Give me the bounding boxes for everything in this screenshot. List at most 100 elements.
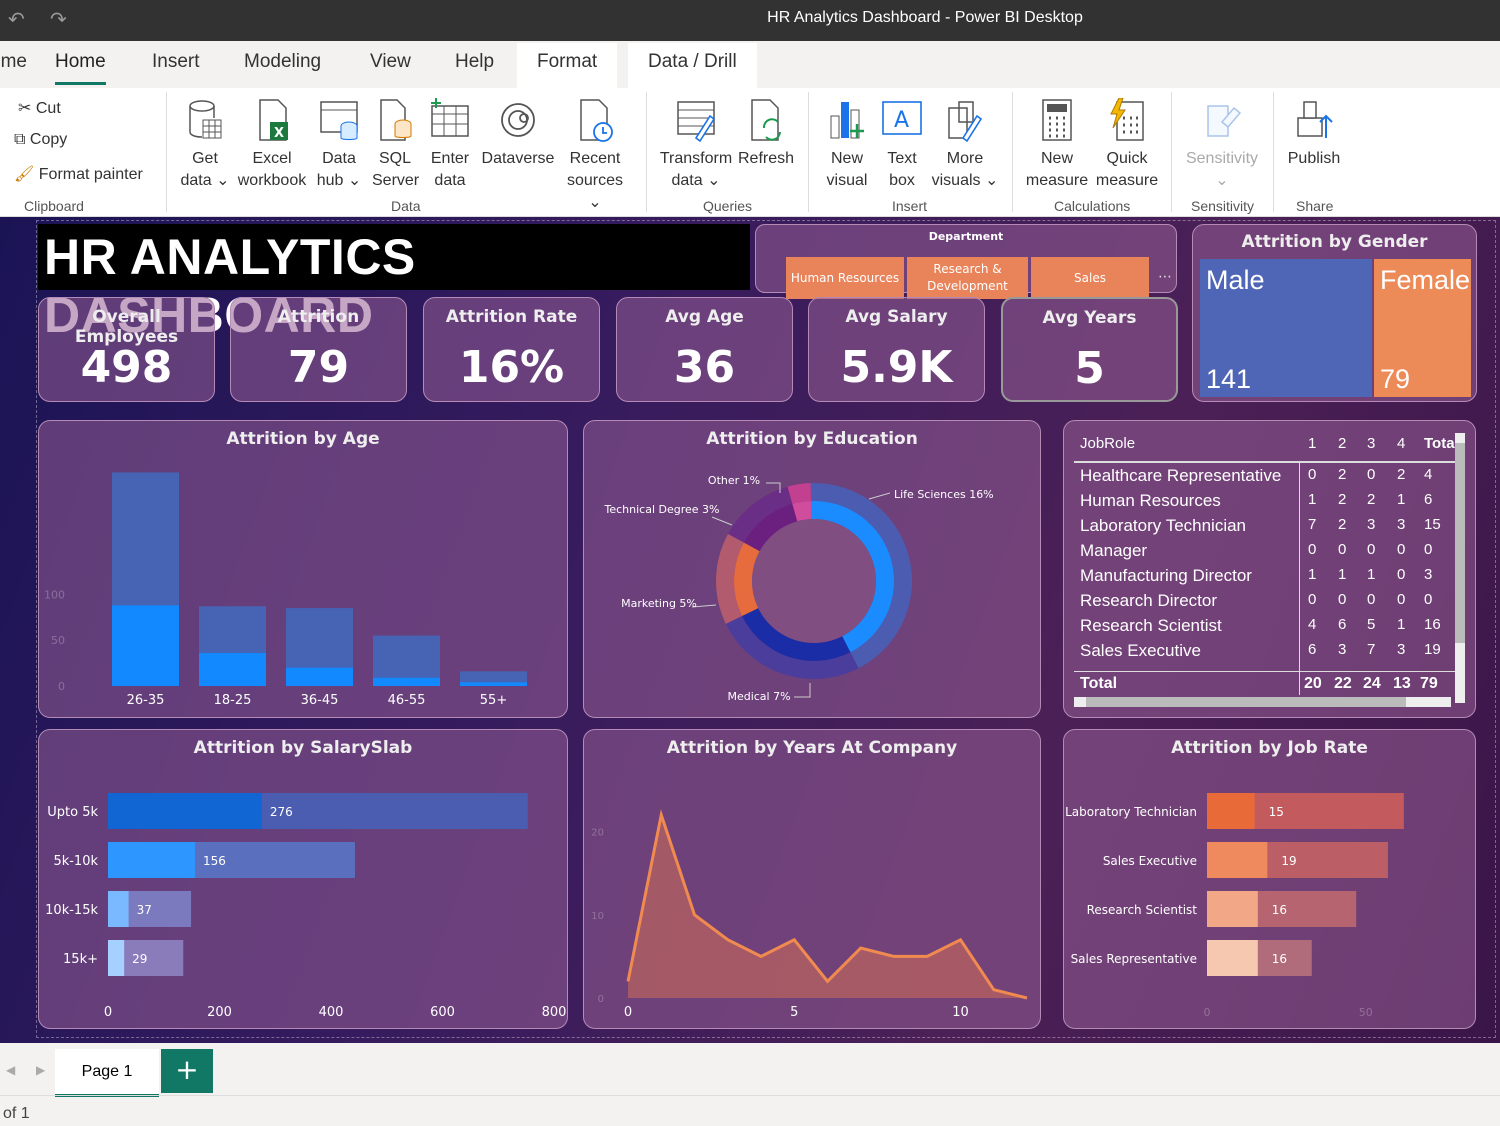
- table-cell: 0: [1308, 466, 1317, 483]
- excel-workbook-button[interactable]: X Excel workbook: [234, 98, 310, 192]
- refresh-button[interactable]: Refresh: [738, 98, 794, 170]
- sql-server-button[interactable]: SQL Server: [372, 98, 419, 192]
- attrition-by-age-chart[interactable]: Attrition by Age 0 50 100 26-35 18-25 36-45 46…: [38, 420, 568, 718]
- slice-label: Medical 7%: [727, 690, 790, 703]
- cut-button[interactable]: ✂ Cut: [18, 100, 61, 117]
- prev-page-icon[interactable]: ◀: [6, 1063, 16, 1077]
- kpi-overall-employees[interactable]: Overall Employees 498: [38, 297, 215, 402]
- format-painter-button[interactable]: 🖌 Format painter: [14, 166, 143, 183]
- data-hub-icon: [320, 101, 358, 140]
- sensitivity-button[interactable]: Sensitivity ⌄: [1180, 98, 1264, 192]
- attrition-by-years-chart[interactable]: Attrition by Years At Company 0 10 20 0 5 10: [583, 729, 1041, 1029]
- transform-data-button[interactable]: Transform data ⌄: [658, 98, 734, 192]
- x-tick-label: 600: [430, 1005, 455, 1020]
- x-tick-label: 18-25: [214, 693, 252, 708]
- table-header-cell: 4: [1397, 435, 1406, 452]
- table-cell: 4: [1424, 466, 1433, 483]
- bar-chart-icon: [830, 102, 864, 139]
- horizontal-scrollbar[interactable]: [1074, 697, 1451, 707]
- y-tick-label: 10: [591, 911, 604, 922]
- table-cell: 3: [1397, 641, 1406, 658]
- table-header-cell: 1: [1308, 435, 1317, 452]
- enter-data-button[interactable]: Enter data: [428, 98, 472, 192]
- recent-sources-button[interactable]: Recent sources ⌄: [560, 98, 630, 214]
- slicer-option-human-resources[interactable]: Human Resources: [786, 257, 904, 299]
- chevron-down-icon: ⌄: [707, 172, 721, 189]
- tab-help[interactable]: Help: [455, 51, 495, 72]
- bar-total: [460, 671, 527, 686]
- leader-line: [711, 516, 733, 526]
- text-box-button[interactable]: A Text box: [878, 98, 926, 192]
- new-measure-button[interactable]: New measure: [1024, 98, 1090, 192]
- kpi-avg-salary[interactable]: Avg Salary 5.9K: [808, 297, 985, 402]
- donut-slice: [787, 483, 812, 504]
- tab-insert[interactable]: Insert: [152, 51, 200, 72]
- chart-title: Attrition by Education: [706, 429, 918, 449]
- publish-button[interactable]: Publish: [1284, 98, 1344, 170]
- kpi-attrition[interactable]: Attrition 79: [230, 297, 407, 402]
- tab-file[interactable]: ome: [0, 51, 27, 72]
- table-row-label: Research Scientist: [1080, 616, 1222, 635]
- gender-female-tile[interactable]: Female 79: [1374, 259, 1471, 397]
- slicer-option-research-development[interactable]: Research & Development: [907, 257, 1028, 299]
- tab-format[interactable]: Format: [517, 43, 618, 88]
- quick-measure-button[interactable]: Quick measure: [1094, 98, 1160, 192]
- new-visual-button[interactable]: New visual: [822, 98, 872, 192]
- copy-button[interactable]: ⧉ Copy: [14, 131, 68, 148]
- tab-view[interactable]: View: [370, 51, 411, 72]
- dataverse-button[interactable]: Dataverse: [480, 98, 556, 170]
- gender-male-tile[interactable]: Male 141: [1200, 259, 1372, 397]
- kpi-attrition-rate[interactable]: Attrition Rate 16%: [423, 297, 600, 402]
- redo-icon[interactable]: ↷: [50, 7, 67, 31]
- tab-modeling[interactable]: Modeling: [244, 51, 322, 72]
- data-label: 16: [1272, 952, 1287, 966]
- add-page-button[interactable]: +: [161, 1049, 213, 1093]
- bar-attrition: [112, 605, 179, 686]
- kpi-avg-age[interactable]: Avg Age 36: [616, 297, 793, 402]
- jobrole-table: JobRole 1 2 3 4 Tota Healthcare Representative…: [1064, 421, 1475, 717]
- attrition-by-education-chart[interactable]: Attrition by Education Life Sciences 16%…: [583, 420, 1041, 718]
- table-total-cell: 24: [1363, 675, 1381, 692]
- gender-label: Male: [1206, 265, 1265, 295]
- gender-label: Female: [1380, 265, 1471, 295]
- scissors-icon: ✂: [18, 100, 32, 117]
- bar-attrition: [286, 667, 353, 686]
- data-label: 37: [137, 903, 152, 917]
- attrition-by-salaryslab-chart[interactable]: Attrition by SalarySlab 276 Upto 5k 156 5k-…: [38, 729, 568, 1029]
- tab-data-drill[interactable]: Data / Drill: [628, 43, 757, 88]
- department-slicer[interactable]: Department Human Resources Research & De…: [755, 224, 1177, 299]
- undo-icon[interactable]: ↶: [8, 7, 25, 31]
- x-tick-label: 5: [790, 1005, 798, 1020]
- table-header-cell: 2: [1338, 435, 1347, 452]
- data-label: 15: [1269, 805, 1284, 819]
- table-cell: 0: [1397, 541, 1406, 558]
- table-total-cell: 20: [1304, 675, 1322, 692]
- table-cell: 6: [1424, 491, 1433, 508]
- table-row-label: Manufacturing Director: [1080, 566, 1252, 585]
- slicer-option-sales[interactable]: Sales: [1031, 257, 1149, 299]
- data-hub-button[interactable]: Data hub ⌄: [314, 98, 364, 192]
- next-page-icon[interactable]: ▶: [36, 1063, 46, 1077]
- more-visuals-button[interactable]: More visuals ⌄: [930, 98, 1000, 192]
- donut-slice: [742, 608, 851, 661]
- get-data-button[interactable]: Get data ⌄: [180, 98, 230, 192]
- y-tick-label: Laboratory Technician: [1065, 805, 1197, 819]
- table-row-label: Sales Executive: [1080, 641, 1201, 660]
- tab-home[interactable]: Home: [55, 51, 106, 85]
- page-tab-1[interactable]: Page 1: [55, 1049, 159, 1097]
- x-tick-label: 55+: [480, 693, 507, 708]
- vertical-scrollbar[interactable]: [1455, 433, 1465, 703]
- dashboard-title: HR ANALYTICS DASHBOARD: [38, 224, 750, 343]
- table-row-label: Human Resources: [1080, 491, 1221, 510]
- y-tick-label: 0: [598, 994, 604, 1005]
- y-tick-label: 100: [44, 588, 65, 601]
- jobrole-matrix[interactable]: JobRole 1 2 3 4 Tota Healthcare Representative…: [1063, 420, 1476, 718]
- svg-text:X: X: [274, 126, 284, 141]
- years-chart-svg: 0 10 20 0 5 10: [591, 809, 1028, 1020]
- kpi-avg-years[interactable]: Avg Years 5: [1001, 297, 1178, 402]
- attrition-by-job-rate-chart[interactable]: Attrition by Job Rate 15 Laboratory Techn…: [1063, 729, 1476, 1029]
- more-options-icon[interactable]: ⋯: [1158, 269, 1172, 285]
- title-bar: ↶ ↷ HR Analytics Dashboard - Power BI De…: [0, 0, 1500, 41]
- bar-attrition: [108, 793, 262, 829]
- education-chart-svg: Life Sciences 16% Medical 7% Marketing 5% T…: [604, 474, 994, 703]
